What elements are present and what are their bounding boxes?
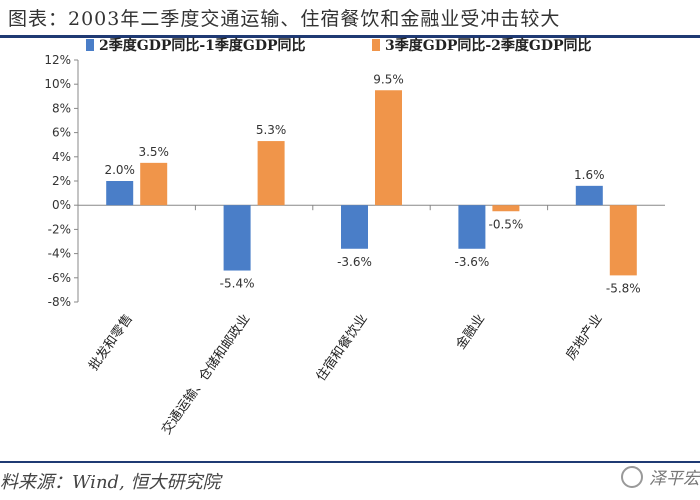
bar-series2-1 (140, 162, 168, 206)
category-label: 住宿和餐饮业 (313, 311, 371, 384)
data-label: -5.8% (606, 281, 641, 295)
bar-series1-2 (223, 205, 251, 271)
category-label: 批发和零售 (86, 311, 136, 373)
y-tick-label: 6% (52, 126, 71, 140)
title-divider (0, 35, 700, 38)
y-tick-label: 12% (44, 53, 71, 67)
bar-series2-2 (257, 141, 285, 206)
data-label: -5.4% (220, 277, 255, 291)
y-tick-label: -6% (48, 271, 71, 285)
legend-swatch (86, 39, 94, 51)
bar-series1-1 (106, 181, 134, 206)
bar-series2-4 (492, 205, 520, 212)
bar-series2-3 (375, 90, 402, 206)
y-tick-label: -2% (48, 222, 71, 236)
y-tick-label: 4% (52, 150, 71, 164)
data-label: 2.0% (104, 163, 135, 177)
legend-entry: 3季度GDP同比-2季度GDP同比 (385, 37, 592, 54)
category-label: 房地产业 (563, 311, 606, 363)
y-tick-label: 10% (44, 77, 71, 91)
legend-entry: 2季度GDP同比-1季度GDP同比 (99, 37, 306, 54)
category-label: 交通运输、仓储和邮政业 (158, 311, 253, 437)
bar-series1-3 (341, 205, 368, 249)
data-label: -3.6% (337, 255, 372, 269)
page-title: 图表：2003年二季度交通运输、住宿餐饮和金融业受冲击较大 (8, 8, 561, 30)
y-tick-label: 8% (52, 101, 71, 115)
footer-divider (0, 461, 700, 463)
watermark-text: 泽平宏 (649, 469, 700, 489)
wechat-icon (621, 465, 643, 488)
data-label: -0.5% (488, 217, 523, 231)
y-tick-label: -4% (48, 247, 71, 261)
legend-swatch (372, 39, 380, 51)
data-source-note: 料来源：Wind, 恒大研究院 (0, 472, 221, 493)
bar-series2-5 (609, 205, 637, 276)
y-tick-label: 2% (52, 174, 71, 188)
data-label: 3.5% (138, 145, 169, 159)
y-tick-label: -8% (48, 295, 71, 309)
bar-series1-4 (458, 205, 486, 249)
bar-series1-5 (575, 185, 603, 206)
data-label: -3.6% (454, 255, 489, 269)
data-label: 9.5% (373, 72, 404, 86)
data-label: 1.6% (574, 168, 605, 182)
y-tick-label: 0% (52, 198, 71, 212)
category-label: 金融业 (453, 311, 488, 352)
watermark: 泽平宏 (621, 464, 700, 489)
data-label: 5.3% (256, 123, 287, 137)
